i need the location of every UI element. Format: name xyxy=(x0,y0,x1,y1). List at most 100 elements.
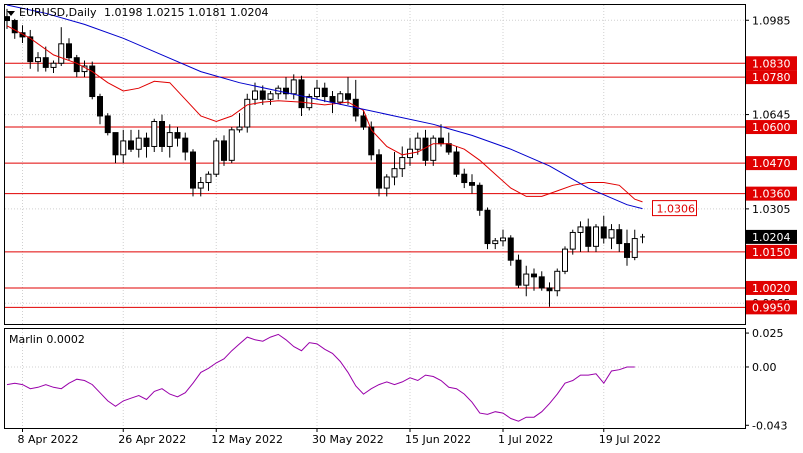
level-label: 1.0780 xyxy=(752,71,791,84)
level-label: 1.0020 xyxy=(752,282,791,295)
y-tick-label: 1.0305 xyxy=(752,203,791,216)
oscillator-title: Marlin 0.0002 xyxy=(9,333,85,346)
y-tick-label: 1.0985 xyxy=(752,14,791,27)
chart-symbol: EURUSD,Daily xyxy=(19,6,97,19)
candle-body xyxy=(104,115,111,134)
current-price-label: 1.0204 xyxy=(752,231,791,244)
candle-body xyxy=(174,132,181,139)
candle-body xyxy=(143,137,150,147)
candle-body xyxy=(368,126,375,156)
candle-body xyxy=(236,126,243,131)
level-label: 1.0470 xyxy=(752,157,791,170)
marlin-oscillator xyxy=(6,333,635,422)
candle-body xyxy=(283,87,289,95)
candle-body xyxy=(438,137,444,145)
level-label: 1.0150 xyxy=(752,246,791,259)
candle-body xyxy=(546,287,553,292)
candle-body xyxy=(58,43,65,64)
candle-body xyxy=(616,229,623,245)
candle-body xyxy=(569,231,576,250)
candle-body xyxy=(523,273,530,286)
ma-fast-line xyxy=(6,25,643,203)
candlestick-series xyxy=(4,8,645,307)
ma-value-box xyxy=(652,200,697,217)
candle-body xyxy=(562,248,568,272)
candle-body xyxy=(50,62,57,68)
candle-body xyxy=(492,240,499,245)
candle-body xyxy=(19,32,26,38)
candle-body xyxy=(531,273,537,278)
support-resistance-levels xyxy=(5,62,745,308)
candle-body xyxy=(515,259,522,286)
x-tick-label: 15 Jun 2022 xyxy=(405,433,471,446)
x-tick-label: 12 May 2022 xyxy=(211,433,283,446)
moving-averages: 1.0306 xyxy=(6,4,697,217)
grid-lines xyxy=(5,5,745,428)
osc-y-tick-label: 0.00 xyxy=(752,361,777,374)
current-price-bg xyxy=(746,229,797,244)
oscillator-line xyxy=(6,333,635,422)
price-panel-frame xyxy=(4,4,746,325)
candle-body xyxy=(345,93,351,100)
candle-body xyxy=(383,176,390,189)
candle-body xyxy=(430,137,437,161)
candle-body xyxy=(298,79,305,109)
level-label-bg xyxy=(746,300,797,315)
candle-body xyxy=(329,96,336,103)
candle-body xyxy=(151,121,158,147)
level-label-bg xyxy=(746,56,797,71)
candle-body xyxy=(112,132,119,156)
candle-body xyxy=(267,93,274,100)
level-label-bg xyxy=(746,120,797,135)
candle-body xyxy=(360,115,367,128)
level-label-bg xyxy=(746,156,797,171)
osc-y-tick-label: 0.025 xyxy=(752,327,784,340)
ma-slow-line xyxy=(6,4,643,210)
candle-body xyxy=(577,226,584,233)
candle-body xyxy=(391,168,398,178)
osc-y-tick-label: -0.043 xyxy=(752,419,787,432)
candle-body xyxy=(159,121,165,147)
candle-body xyxy=(554,270,561,292)
candle-body xyxy=(66,43,72,59)
candle-body xyxy=(290,79,297,95)
candle-body xyxy=(453,151,460,175)
x-tick-label: 19 Jul 2022 xyxy=(599,433,661,446)
candle-body xyxy=(120,140,127,156)
candle-body xyxy=(461,173,468,184)
x-tick-label: 30 May 2022 xyxy=(312,433,384,446)
candle-body xyxy=(476,184,483,211)
candle-body xyxy=(306,96,313,109)
candle-body xyxy=(166,132,173,147)
time-axis: 8 Apr 2022 26 Apr 2022 12 May 2022 30 May 2… xyxy=(18,428,661,446)
candle-body xyxy=(376,154,382,189)
candle-body xyxy=(27,36,34,63)
candle-body xyxy=(484,209,491,245)
candle-body xyxy=(11,20,18,34)
candle-body xyxy=(608,229,615,239)
candle-body xyxy=(399,157,406,170)
oscillator-panel-frame xyxy=(4,328,746,429)
level-label-bg xyxy=(746,70,797,85)
candle-body xyxy=(252,90,258,100)
candle-body xyxy=(337,93,344,103)
candle-body xyxy=(314,87,320,98)
x-tick-label: 26 Apr 2022 xyxy=(118,433,186,446)
candle-body xyxy=(97,96,103,117)
candle-body xyxy=(500,237,506,242)
candle-body xyxy=(538,276,545,289)
y-tick-label: 1.0645 xyxy=(752,109,791,122)
candle-body xyxy=(445,143,452,153)
candle-body xyxy=(631,238,638,258)
candle-body xyxy=(259,90,266,100)
x-tick-label: 8 Apr 2022 xyxy=(18,433,79,446)
candle-body xyxy=(244,98,251,128)
candle-body xyxy=(35,57,41,63)
candle-body xyxy=(135,137,142,150)
candle-body xyxy=(593,226,599,247)
chart-ohlc: 1.0198 1.0215 1.0181 1.0204 xyxy=(104,6,268,19)
level-label-bg xyxy=(746,280,797,295)
dropdown-triangle-icon[interactable] xyxy=(7,11,15,16)
level-label-bg xyxy=(746,186,797,201)
